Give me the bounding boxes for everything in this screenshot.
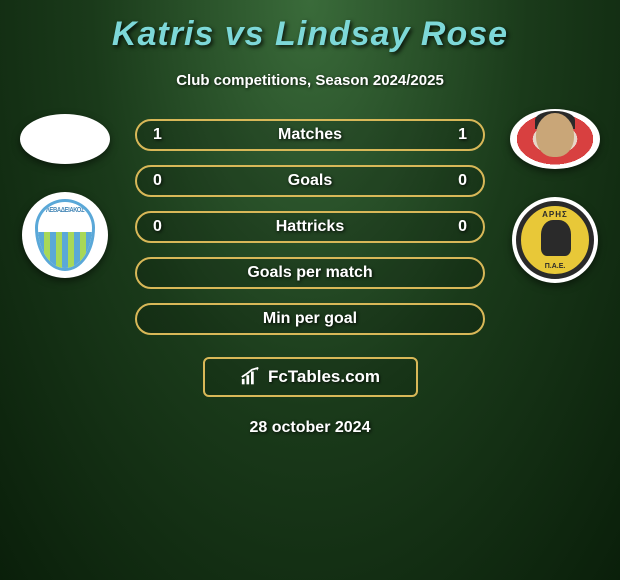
club-left-crest: ΛΕΒΑΔΕΙΑΚΟΣ <box>35 199 95 271</box>
club-right-figure <box>541 220 571 256</box>
page-title: Katris vs Lindsay Rose <box>112 15 508 54</box>
brand-text: FcTables.com <box>268 367 380 387</box>
stat-label: Min per goal <box>263 310 357 328</box>
comparison-card: Katris vs Lindsay Rose Club competitions… <box>0 0 620 447</box>
stat-row-gpm: Goals per match <box>135 257 485 289</box>
stat-left-value: 1 <box>153 126 173 144</box>
right-column: ΑΡΗΣ Π.Α.Ε. <box>500 119 610 283</box>
club-right-label-bot: Π.Α.Ε. <box>521 263 589 270</box>
player-right-avatar <box>510 109 600 169</box>
stat-right-value: 0 <box>447 172 467 190</box>
club-right-badge: ΑΡΗΣ Π.Α.Ε. <box>512 197 598 283</box>
brand-link[interactable]: FcTables.com <box>203 357 418 397</box>
left-column: ΛΕΒΑΔΕΙΑΚΟΣ <box>10 119 120 278</box>
player-face <box>536 113 574 157</box>
club-right-crest: ΑΡΗΣ Π.Α.Ε. <box>516 201 594 279</box>
stat-right-value: 0 <box>447 218 467 236</box>
chart-icon <box>240 367 262 387</box>
stat-left-value: 0 <box>153 218 173 236</box>
stat-label: Goals per match <box>247 264 372 282</box>
stat-row-matches: 1 Matches 1 <box>135 119 485 151</box>
club-left-badge: ΛΕΒΑΔΕΙΑΚΟΣ <box>22 192 108 278</box>
footer-date: 28 october 2024 <box>250 419 371 437</box>
stat-row-mpg: Min per goal <box>135 303 485 335</box>
club-left-label: ΛΕΒΑΔΕΙΑΚΟΣ <box>42 207 88 214</box>
stat-rows: 1 Matches 1 0 Goals 0 0 Hattricks 0 Goal… <box>135 119 485 335</box>
stats-area: ΛΕΒΑΔΕΙΑΚΟΣ ΑΡΗΣ Π.Α.Ε. 1 Matches <box>0 119 620 335</box>
stat-right-value: 1 <box>447 126 467 144</box>
stat-row-hattricks: 0 Hattricks 0 <box>135 211 485 243</box>
club-right-label-top: ΑΡΗΣ <box>521 210 589 219</box>
subtitle: Club competitions, Season 2024/2025 <box>176 72 444 89</box>
stat-left-value: 0 <box>153 172 173 190</box>
player-left-avatar <box>20 114 110 164</box>
club-left-stripes <box>38 232 92 268</box>
stat-label: Goals <box>288 172 332 190</box>
stat-row-goals: 0 Goals 0 <box>135 165 485 197</box>
stat-label: Hattricks <box>276 218 344 236</box>
stat-label: Matches <box>278 126 342 144</box>
